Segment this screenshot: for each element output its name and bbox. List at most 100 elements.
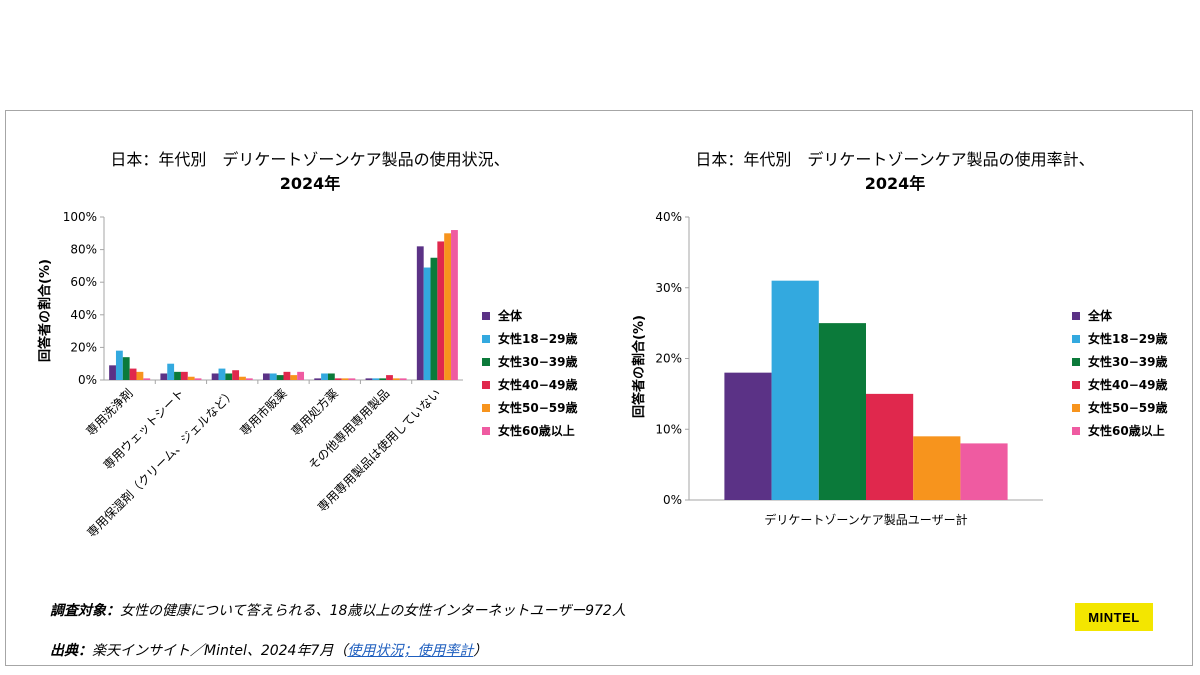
- bar-3-4: [290, 375, 298, 380]
- bar-6-5: [451, 230, 458, 380]
- legend-swatch: [482, 426, 490, 435]
- legend-item: 女性60歳以上: [482, 419, 577, 442]
- bar-5-0: [365, 378, 373, 380]
- y-tick-label: 0%: [663, 493, 682, 507]
- legend-item: 女性18−29歳: [1072, 327, 1167, 350]
- bar-0-3: [129, 368, 137, 380]
- legend-swatch: [1072, 334, 1080, 343]
- bar-5-1: [372, 378, 380, 380]
- chart1-title-line1: 日本：年代別 デリケートゾーンケア製品の使用状況、: [110, 150, 510, 169]
- legend-label: 女性50−59歳: [1088, 401, 1168, 415]
- bar-1-0: [160, 373, 168, 380]
- bar-1-1: [167, 363, 175, 380]
- bar-6-4: [444, 233, 452, 380]
- legend-label: 女性60歳以上: [498, 424, 575, 438]
- legend-swatch: [482, 334, 490, 343]
- bar-0-1: [115, 350, 123, 380]
- bar-0-4: [136, 371, 144, 380]
- legend-item: 全体: [1072, 304, 1167, 327]
- bar-0-2: [818, 323, 866, 500]
- bar-0-5: [143, 378, 151, 380]
- bar-1-5: [194, 378, 202, 380]
- bar-5-5: [399, 378, 407, 380]
- legend-label: 女性30−39歳: [1088, 355, 1168, 369]
- bar-5-4: [392, 378, 400, 380]
- bar-3-0: [262, 373, 270, 380]
- legend-swatch: [482, 357, 490, 366]
- legend-item: 女性50−59歳: [1072, 396, 1167, 419]
- bar-2-5: [245, 378, 253, 380]
- bar-6-1: [423, 267, 431, 380]
- survey-label: 調査対象：: [50, 603, 120, 619]
- legend-swatch: [1072, 426, 1080, 435]
- legend-swatch: [482, 380, 490, 389]
- chart1-title-line2: 2024年: [279, 174, 341, 193]
- legend-swatch: [482, 403, 490, 412]
- y-tick-label: 60%: [70, 275, 97, 289]
- legend-item: 女性30−39歳: [482, 350, 577, 373]
- legend-label: 女性18−29歳: [1088, 332, 1168, 346]
- mintel-logo: MINTEL: [1075, 603, 1153, 631]
- y-tick-label: 40%: [655, 210, 682, 224]
- legend-item: 全体: [482, 304, 577, 327]
- legend-item: 女性50−59歳: [482, 396, 577, 419]
- source-text: 楽天インサイト／Mintel、2024年7月（: [92, 643, 348, 659]
- y-tick-label: 30%: [655, 281, 682, 295]
- bar-3-5: [297, 371, 305, 380]
- legend-swatch: [1072, 380, 1080, 389]
- legend-swatch: [1072, 311, 1080, 320]
- y-tick-label: 40%: [70, 308, 97, 322]
- legend-label: 女性40−49歳: [1088, 378, 1168, 392]
- legend-label: 女性40−49歳: [498, 378, 578, 392]
- legend-item: 女性40−49歳: [1072, 373, 1167, 396]
- bar-2-2: [225, 373, 233, 380]
- bar-2-3: [232, 370, 240, 380]
- bar-2-1: [218, 368, 226, 380]
- survey-note: 調査対象：女性の健康について答えられる、18歳以上の女性インターネットユーザー9…: [50, 600, 626, 620]
- bar-0-5: [960, 443, 1008, 500]
- bar-4-2: [327, 373, 335, 380]
- bar-1-4: [187, 376, 195, 380]
- bar-0-0: [109, 365, 116, 380]
- chart2-title-line1: 日本：年代別 デリケートゾーンケア製品の使用率計、: [695, 150, 1095, 169]
- bar-3-2: [276, 375, 284, 380]
- chart2-legend: 全体女性18−29歳 女性30−39歳 女性40−49歳 女性50−59歳 女性60歳以…: [1072, 304, 1167, 442]
- bar-1-3: [180, 371, 188, 380]
- legend-item: 女性18−29歳: [482, 327, 577, 350]
- bar-5-3: [386, 375, 393, 380]
- y-tick-label: 10%: [655, 422, 682, 436]
- bar-4-5: [348, 378, 356, 380]
- bar-6-3: [437, 241, 445, 380]
- bar-4-4: [341, 378, 349, 380]
- bar-4-1: [321, 373, 328, 380]
- source-label: 出典：: [50, 643, 92, 659]
- chart1-title: 日本：年代別 デリケートゾーンケア製品の使用状況、 2024年: [60, 148, 560, 196]
- legend-label: 全体: [1088, 309, 1113, 323]
- legend-label: 女性50−59歳: [498, 401, 578, 415]
- bar-0-1: [771, 280, 819, 500]
- bar-6-2: [430, 257, 438, 380]
- y-tick-label: 20%: [70, 340, 97, 354]
- bar-4-3: [334, 378, 342, 380]
- y-tick-label: 0%: [78, 373, 97, 387]
- bar-2-0: [211, 373, 219, 380]
- legend-swatch: [1072, 403, 1080, 412]
- x-tick-label: デリケートゾーンケア製品ユーザー計: [764, 512, 967, 527]
- legend-label: 女性18−29歳: [498, 332, 578, 346]
- legend-item: 女性30−39歳: [1072, 350, 1167, 373]
- legend-item: 女性40−49歳: [482, 373, 577, 396]
- legend-swatch: [482, 311, 490, 320]
- y-tick-label: 80%: [70, 243, 97, 257]
- y-tick-label: 100%: [63, 210, 97, 224]
- bar-3-3: [283, 371, 291, 380]
- legend-swatch: [1072, 357, 1080, 366]
- bar-2-4: [239, 376, 246, 380]
- bar-6-0: [416, 246, 424, 380]
- bar-0-2: [122, 357, 130, 380]
- legend-label: 女性60歳以上: [1088, 424, 1165, 438]
- source-link[interactable]: 使用状況；使用率計: [347, 643, 474, 659]
- bar-3-1: [269, 373, 277, 380]
- legend-label: 女性30−39歳: [498, 355, 578, 369]
